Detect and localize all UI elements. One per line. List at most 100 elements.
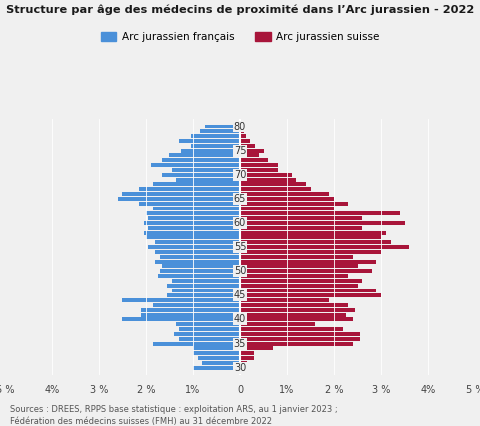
Bar xyxy=(179,139,240,143)
Text: 30: 30 xyxy=(234,363,246,373)
Bar xyxy=(240,240,391,244)
Bar xyxy=(240,153,259,158)
Text: 65: 65 xyxy=(234,194,246,204)
Bar xyxy=(162,173,240,177)
Bar xyxy=(144,230,240,235)
Bar xyxy=(167,284,240,288)
Text: 45: 45 xyxy=(234,290,246,300)
Bar xyxy=(240,192,329,196)
Text: 75: 75 xyxy=(234,146,246,155)
Bar xyxy=(240,182,306,186)
Bar xyxy=(167,294,240,297)
Bar xyxy=(204,124,240,129)
Bar xyxy=(240,308,355,312)
Bar xyxy=(240,245,409,249)
Bar xyxy=(240,158,268,162)
Bar xyxy=(153,207,240,210)
Bar xyxy=(240,327,344,331)
Bar xyxy=(240,201,348,206)
Bar xyxy=(240,332,360,336)
Bar xyxy=(240,294,381,297)
Bar xyxy=(146,236,240,239)
Bar xyxy=(240,124,244,129)
Bar xyxy=(122,298,240,302)
Bar xyxy=(172,279,240,283)
Text: 35: 35 xyxy=(234,339,246,348)
Bar xyxy=(151,163,240,167)
Bar xyxy=(191,134,240,138)
Bar xyxy=(156,250,240,254)
Bar xyxy=(193,346,240,350)
Text: Sources : DREES, RPPS base statistique : exploitation ARS, au 1 janvier 2023 ;
F: Sources : DREES, RPPS base statistique :… xyxy=(10,405,337,426)
Bar xyxy=(200,130,240,133)
Bar xyxy=(157,274,240,278)
Bar xyxy=(191,144,240,148)
Bar xyxy=(240,366,244,370)
Bar xyxy=(240,230,386,235)
Bar xyxy=(122,317,240,321)
Bar xyxy=(240,211,400,215)
Bar xyxy=(240,337,360,341)
Bar xyxy=(240,279,362,283)
Bar xyxy=(118,197,240,201)
Bar xyxy=(240,356,254,360)
Bar xyxy=(240,221,405,225)
Bar xyxy=(156,240,240,244)
Bar xyxy=(156,259,240,264)
Bar xyxy=(240,342,353,345)
Bar xyxy=(169,153,240,158)
Bar xyxy=(203,361,240,365)
Bar xyxy=(240,173,292,177)
Bar xyxy=(162,265,240,268)
Bar xyxy=(240,163,277,167)
Bar xyxy=(240,197,334,201)
Bar xyxy=(240,298,329,302)
Bar xyxy=(240,250,381,254)
Bar xyxy=(162,158,240,162)
Bar xyxy=(240,255,353,259)
Bar xyxy=(160,255,240,259)
Bar xyxy=(240,226,362,230)
Bar xyxy=(240,284,358,288)
Bar xyxy=(141,313,240,317)
Legend: Arc jurassien français, Arc jurassien suisse: Arc jurassien français, Arc jurassien su… xyxy=(96,27,384,46)
Bar xyxy=(240,236,381,239)
Bar xyxy=(240,178,297,181)
Text: 60: 60 xyxy=(234,218,246,228)
Text: Structure par âge des médecins de proximité dans l’Arc jurassien - 2022: Structure par âge des médecins de proxim… xyxy=(6,4,474,15)
Bar xyxy=(240,187,311,191)
Bar xyxy=(146,211,240,215)
Bar xyxy=(148,245,240,249)
Bar xyxy=(240,269,372,273)
Bar xyxy=(160,269,240,273)
Bar xyxy=(240,317,353,321)
Bar xyxy=(240,303,348,307)
Bar xyxy=(153,182,240,186)
Bar xyxy=(179,327,240,331)
Text: 55: 55 xyxy=(234,242,246,252)
Bar xyxy=(198,356,240,360)
Bar xyxy=(177,178,240,181)
Bar xyxy=(240,134,246,138)
Bar xyxy=(181,149,240,153)
Bar xyxy=(240,130,244,133)
Text: 70: 70 xyxy=(234,170,246,180)
Text: 50: 50 xyxy=(234,266,246,276)
Bar xyxy=(148,216,240,220)
Bar xyxy=(240,144,255,148)
Bar xyxy=(240,346,273,350)
Bar xyxy=(139,201,240,206)
Bar xyxy=(172,288,240,293)
Bar xyxy=(240,168,277,172)
Bar xyxy=(179,337,240,341)
Bar xyxy=(240,139,251,143)
Bar xyxy=(148,226,240,230)
Bar xyxy=(177,322,240,326)
Bar xyxy=(240,274,348,278)
Bar xyxy=(144,221,240,225)
Bar xyxy=(240,361,247,365)
Bar xyxy=(172,168,240,172)
Bar xyxy=(139,187,240,191)
Bar xyxy=(193,366,240,370)
Text: 40: 40 xyxy=(234,314,246,325)
